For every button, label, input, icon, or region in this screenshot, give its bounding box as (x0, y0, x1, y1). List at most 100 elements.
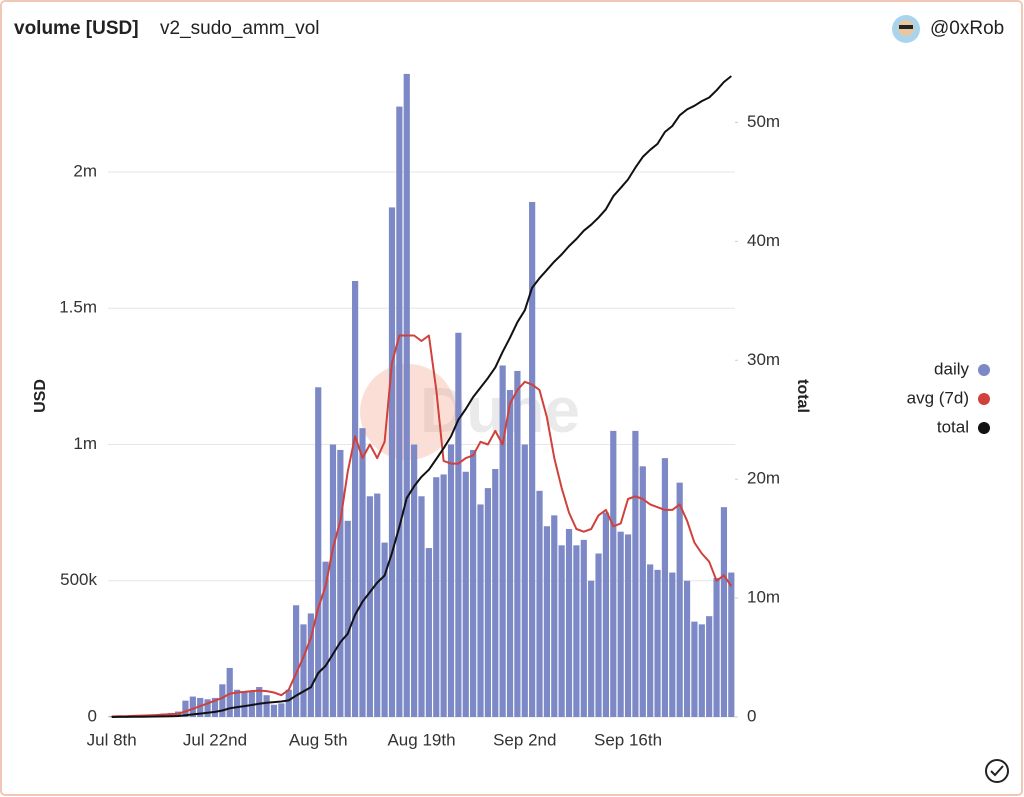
bar (588, 580, 595, 717)
bar (529, 201, 536, 718)
bar (669, 572, 676, 717)
check-icon[interactable] (985, 759, 1009, 783)
bar (219, 684, 226, 717)
bar (595, 553, 602, 717)
bar (610, 430, 617, 717)
bar (241, 692, 248, 717)
bar (189, 696, 196, 717)
bar (647, 564, 654, 717)
bar (374, 493, 381, 717)
legend-swatch (978, 422, 990, 434)
bar (565, 528, 573, 717)
legend-label: total (937, 417, 969, 436)
bar (197, 697, 204, 717)
bar (521, 444, 528, 717)
bar (506, 390, 514, 717)
bar (639, 466, 646, 717)
bar (499, 365, 506, 717)
bar (462, 471, 469, 717)
bar (344, 520, 351, 717)
bar (396, 106, 403, 718)
bar (381, 542, 388, 717)
x-tick-label: Jul 22nd (183, 730, 247, 749)
author[interactable]: @0xRob (930, 18, 1004, 39)
bar (322, 561, 329, 717)
bar (698, 624, 705, 717)
bar (543, 526, 550, 717)
bar (307, 613, 314, 717)
bar (728, 572, 735, 717)
y-tick-label: 1m (73, 434, 97, 453)
bar (492, 469, 499, 717)
bar (624, 534, 632, 717)
bar (263, 695, 270, 717)
bar (204, 699, 211, 717)
bar (470, 449, 477, 717)
line (111, 334, 733, 718)
bar (691, 621, 698, 717)
y2-tick-label: 20m (747, 469, 780, 488)
bar (447, 444, 455, 717)
x-tick-label: Aug 5th (289, 730, 348, 749)
bar (654, 569, 661, 717)
bar (359, 428, 366, 717)
bar (226, 667, 233, 717)
bar (536, 490, 543, 717)
y-tick-label: 2m (73, 161, 97, 180)
bar (617, 531, 624, 717)
bar (440, 474, 447, 717)
bar (676, 482, 683, 717)
bar (233, 689, 241, 717)
bar (418, 496, 425, 717)
bar (337, 449, 344, 717)
bar (713, 578, 720, 717)
y2-axis-title: total (794, 379, 811, 413)
bar (433, 477, 440, 717)
x-tick-label: Sep 16th (594, 730, 662, 749)
y2-tick-label: 50m (747, 112, 780, 131)
bar (602, 512, 610, 717)
bar (278, 703, 285, 717)
bar (182, 700, 189, 717)
y2-tick-label: 30m (747, 350, 780, 369)
y-tick-label: 500k (60, 570, 97, 589)
bar (352, 281, 359, 717)
bar (573, 545, 580, 717)
avatar[interactable] (892, 15, 920, 43)
bar (300, 624, 307, 717)
bar (270, 704, 278, 717)
bar (683, 580, 691, 717)
legend-swatch (978, 393, 990, 405)
bar (256, 687, 263, 717)
subtitle: v2_sudo_amm_vol (160, 18, 319, 39)
bar (388, 207, 396, 718)
bar (108, 716, 115, 717)
bar (720, 507, 728, 717)
x-tick-label: Sep 2nd (493, 730, 556, 749)
bar (211, 697, 219, 717)
bar (455, 332, 462, 717)
bar (285, 689, 292, 717)
bar (580, 539, 587, 717)
bar (632, 430, 639, 717)
bar (315, 387, 322, 717)
legend-label: daily (934, 359, 969, 378)
line (111, 75, 732, 718)
bar (661, 458, 669, 717)
bar (293, 605, 300, 717)
title: volume [USD] (14, 18, 139, 39)
bar (558, 545, 565, 717)
bar (403, 73, 410, 717)
bar (425, 548, 432, 717)
y-tick-label: 0 (88, 706, 97, 725)
y-tick-label: 1.5m (59, 298, 97, 317)
x-tick-label: Jul 8th (87, 730, 137, 749)
legend-label: avg (7d) (907, 388, 969, 407)
y2-tick-label: 10m (747, 588, 780, 607)
bar (411, 444, 418, 717)
x-tick-label: Aug 19th (387, 730, 455, 749)
bar (514, 370, 521, 717)
bar (551, 515, 558, 717)
